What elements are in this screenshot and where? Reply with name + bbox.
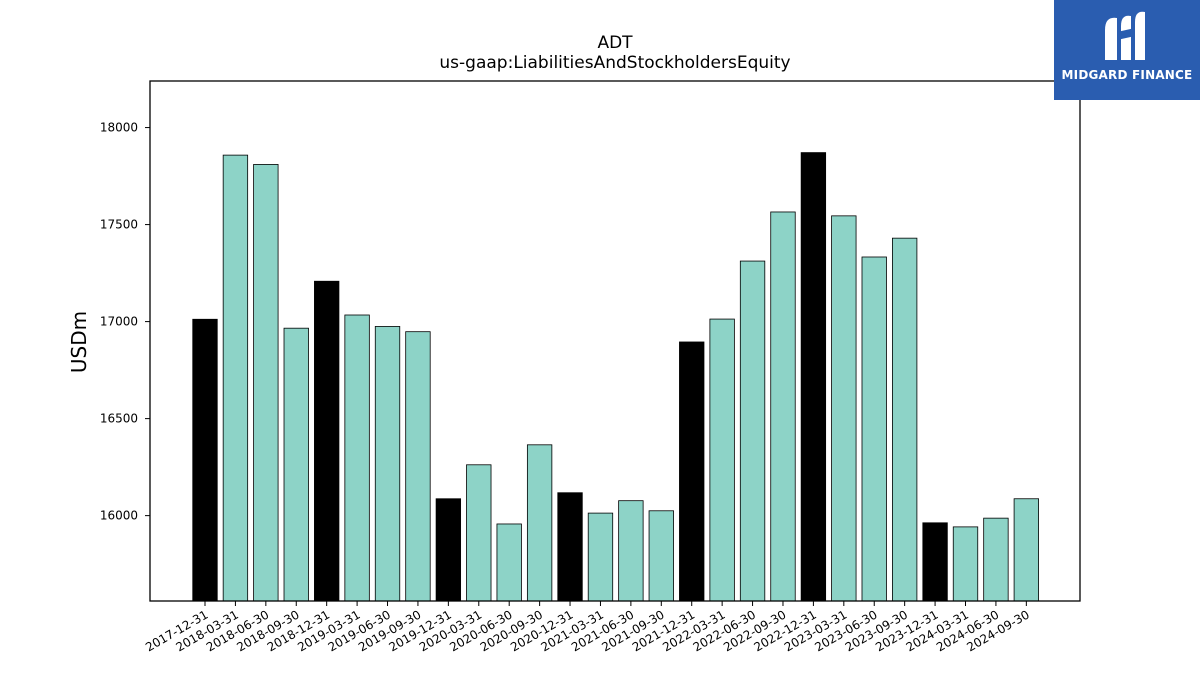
bar-2023-12-31 xyxy=(922,522,948,602)
bar-2018-12-31 xyxy=(314,280,340,602)
bar-2018-09-30 xyxy=(283,327,309,602)
bars-group xyxy=(192,152,1039,602)
bar-2023-09-30 xyxy=(892,237,918,602)
bar-2023-03-31 xyxy=(831,215,857,602)
chart-subtitle: us-gaap:LiabilitiesAndStockholdersEquity xyxy=(439,53,790,73)
y-tick-label: 17500 xyxy=(100,218,138,232)
bar-2022-06-30 xyxy=(739,260,766,602)
logo-text: MIDGARD FINANCE xyxy=(1061,68,1193,82)
bar-2017-12-31 xyxy=(192,318,218,602)
bar-2021-06-30 xyxy=(618,500,644,602)
y-tick-label: 18000 xyxy=(100,121,138,135)
bar-2019-06-30 xyxy=(374,326,401,602)
bar-2020-06-30 xyxy=(496,523,522,602)
x-axis: 2017-12-312018-03-312018-06-302018-09-30… xyxy=(143,601,1032,654)
chart-title: ADT xyxy=(597,33,633,53)
bar-2018-03-31 xyxy=(222,154,249,602)
bar-2024-03-31 xyxy=(952,526,979,602)
bar-2020-09-30 xyxy=(526,444,553,602)
bar-2024-06-30 xyxy=(983,517,1009,602)
y-tick-label: 16000 xyxy=(100,509,138,523)
bar-2021-12-31 xyxy=(679,341,705,602)
brand-logo: MIDGARD FINANCE xyxy=(1054,0,1200,100)
y-tick-label: 17000 xyxy=(100,315,138,329)
bar-2022-03-31 xyxy=(709,318,735,602)
bar-2020-12-31 xyxy=(557,492,583,602)
y-axis-label: USDm xyxy=(67,311,91,373)
bar-2023-06-30 xyxy=(861,256,887,602)
bar-2020-03-31 xyxy=(466,464,492,602)
bar-2024-09-30 xyxy=(1013,498,1039,602)
plot-frame xyxy=(149,80,1081,602)
midgard-logo-icon xyxy=(1105,11,1145,60)
bar-2022-12-31 xyxy=(800,152,827,602)
y-tick-label: 16500 xyxy=(100,412,138,426)
bar-2019-12-31 xyxy=(435,498,462,602)
bar-2021-09-30 xyxy=(648,510,674,602)
y-axis: 16000 16500 17000 17500 18000 xyxy=(100,121,150,523)
bar-2019-09-30 xyxy=(405,331,431,602)
bar-2022-09-30 xyxy=(770,211,796,602)
bar-2018-06-30 xyxy=(253,164,279,602)
bar-2021-03-31 xyxy=(587,512,614,602)
bar-2019-03-31 xyxy=(344,314,370,602)
